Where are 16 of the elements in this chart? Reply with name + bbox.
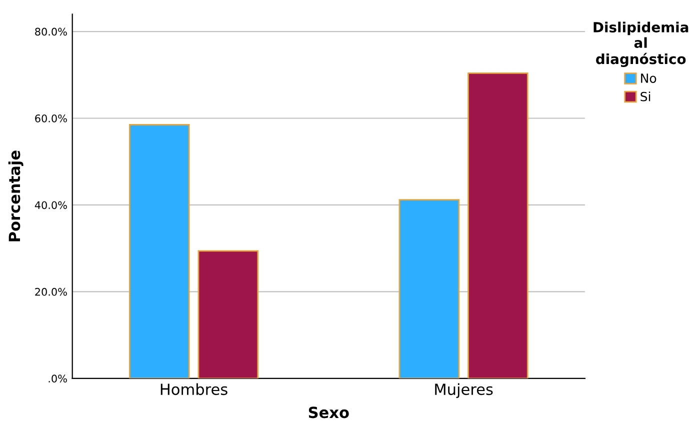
y-tick-label: 40.0% <box>34 201 67 210</box>
y-tick-label: 60.0% <box>35 114 67 122</box>
bar <box>198 250 259 378</box>
bar <box>128 124 190 378</box>
legend-label: Si <box>640 92 650 102</box>
bar <box>468 72 528 378</box>
y-tick-label: .0% <box>48 374 67 383</box>
y-tick-label: 20.0% <box>35 288 67 296</box>
y-tick-label: 80.0% <box>35 28 67 36</box>
legend-label: No <box>641 74 656 83</box>
y-axis-title: Porcentaje <box>8 150 24 242</box>
legend-title: Dislipidemia al diagnóstico <box>594 22 688 68</box>
x-axis-title: Sexo <box>308 406 349 418</box>
bar <box>398 199 460 378</box>
x-tick-label: Hombres <box>160 383 228 396</box>
x-tick-label: Mujeres <box>435 383 493 398</box>
